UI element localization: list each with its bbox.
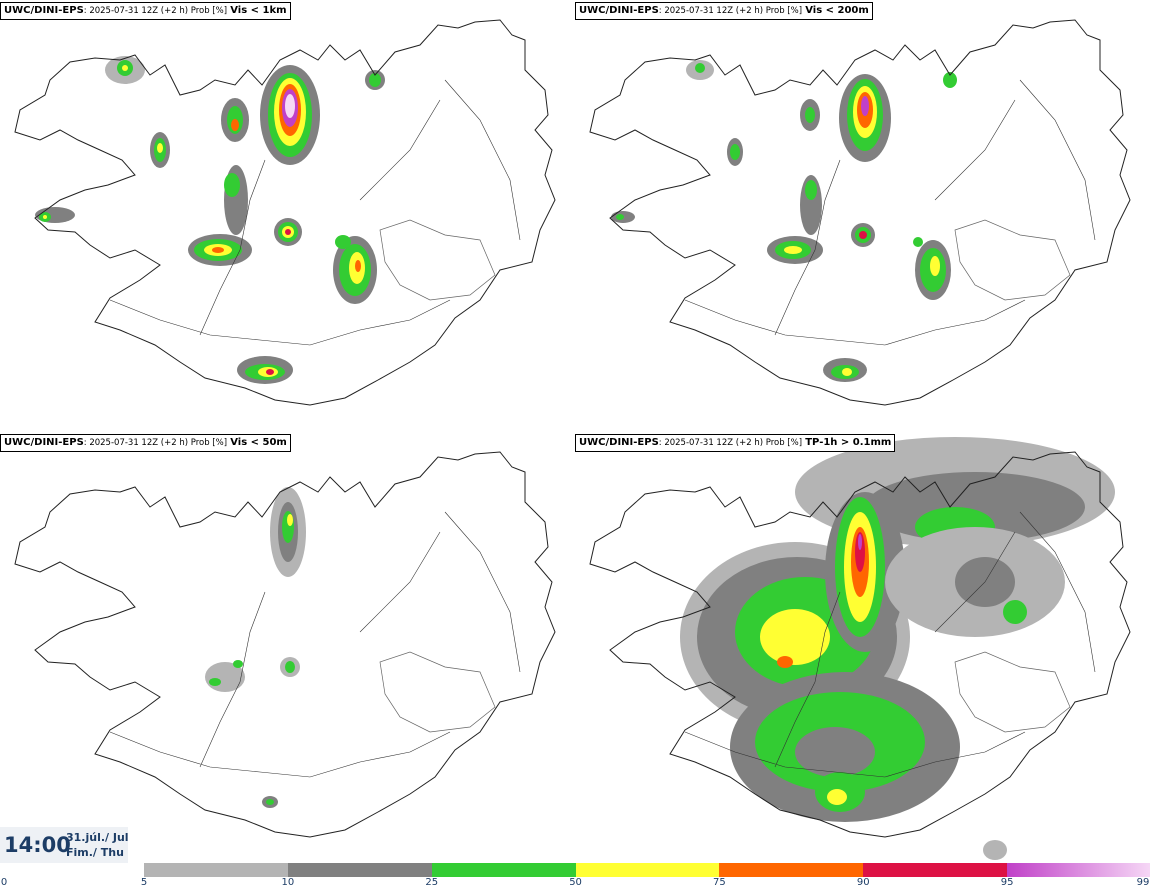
valid-time: 14:00 [4,833,71,857]
parameter-label: Vis < 200m [805,5,869,16]
probability-field [205,487,306,808]
legend-tick-label: 25 [425,877,439,888]
panel-title: UWC/DINI-EPS: 2025-07-31 12Z (+2 h) Prob… [575,2,873,20]
iceland-map [589,19,1131,406]
model-name: UWC/DINI-EPS [579,5,659,16]
model-name: UWC/DINI-EPS [579,437,659,448]
valid-weekday: Fim./ Thu [66,846,124,859]
coastline [14,19,556,406]
model-name: UWC/DINI-EPS [4,437,84,448]
probability-field [611,60,957,382]
glacier-outline [954,219,1071,301]
legend-bin [144,863,288,877]
coastline [589,451,1131,838]
probability-field [680,437,1115,860]
legend-tick-label: 75 [713,877,726,888]
coastline [14,451,556,838]
run-info: : 2025-07-31 12Z (+2 h) Prob [%] [658,6,803,16]
iceland-map [14,19,556,406]
run-info: : 2025-07-31 12Z (+2 h) Prob [%] [658,438,803,448]
legend-tick-label: 10 [281,877,295,888]
legend-bin [575,863,720,877]
glacier-outline [379,651,496,733]
legend-bin [287,863,432,877]
panel-title: UWC/DINI-EPS: 2025-07-31 12Z (+2 h) Prob… [575,434,896,452]
parameter-label: Vis < 1km [230,5,287,16]
run-info: : 2025-07-31 12Z (+2 h) Prob [%] [83,6,228,16]
legend-tick-label: 50 [569,877,582,888]
legend-tick-label: 5 [140,877,148,888]
glacier-outline [954,651,1071,733]
legend-tick-label: 90 [856,877,870,888]
valid-time-box [0,827,128,863]
iceland-map [14,451,556,838]
color-legend-bar [144,863,1150,877]
road-network [109,511,521,778]
legend-bin [431,863,576,877]
probability-field [35,56,385,384]
glacier-outline [379,219,496,301]
map-panel-vis-1km: UWC/DINI-EPS: 2025-07-31 12Z (+2 h) Prob… [0,0,575,430]
parameter-label: TP-1h > 0.1mm [805,437,892,448]
road-network [109,79,521,346]
panel-title: UWC/DINI-EPS: 2025-07-31 12Z (+2 h) Prob… [0,434,291,452]
legend-bin [863,863,1008,877]
legend-tick-label: 95 [1000,877,1014,888]
coastline [589,19,1131,406]
run-info: : 2025-07-31 12Z (+2 h) Prob [%] [83,438,228,448]
road-network [684,511,1096,778]
map-panel-vis-200m: UWC/DINI-EPS: 2025-07-31 12Z (+2 h) Prob… [575,0,1150,430]
iceland-map [589,437,1131,860]
valid-date: 31.júl./ Jul [66,831,129,844]
legend-tick-label: 0 [0,877,8,888]
road-network [684,79,1096,346]
legend-bin [1007,863,1150,877]
parameter-label: Vis < 50m [230,437,287,448]
legend-tick-label: 99 [1136,877,1150,888]
map-panel-vis-50m: UWC/DINI-EPS: 2025-07-31 12Z (+2 h) Prob… [0,432,575,862]
legend-bin [719,863,864,877]
map-panel-precip: UWC/DINI-EPS: 2025-07-31 12Z (+2 h) Prob… [575,432,1150,862]
panel-title: UWC/DINI-EPS: 2025-07-31 12Z (+2 h) Prob… [0,2,291,20]
model-name: UWC/DINI-EPS [4,5,84,16]
